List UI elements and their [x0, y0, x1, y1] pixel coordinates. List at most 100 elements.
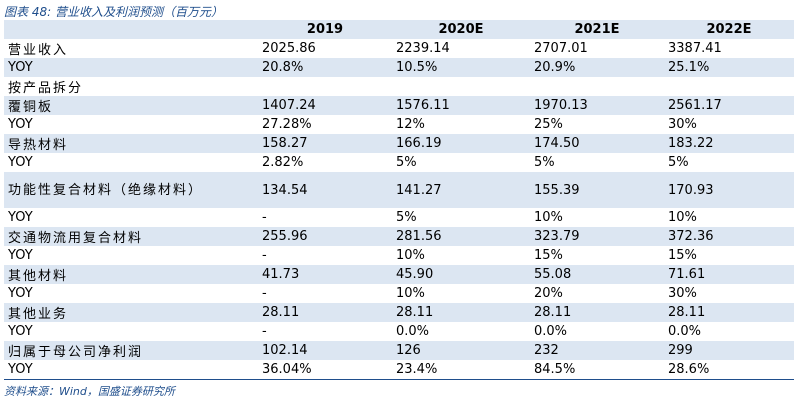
table-cell: 45.90 [392, 265, 530, 284]
table-cell: 2561.17 [664, 96, 794, 115]
table-cell: 20.8% [258, 58, 392, 77]
table-cell: 30% [668, 117, 697, 132]
table-cell: 141.27 [392, 172, 530, 208]
table-cell: 25.1% [664, 58, 794, 77]
table-cell: 299 [664, 341, 794, 360]
table-cell: 166.19 [392, 134, 530, 153]
table-cell: 232 [530, 341, 664, 360]
table-cell: 2.82% [262, 155, 304, 170]
table-cell: 0.0% [396, 324, 430, 339]
row-label: 归属于母公司净利润 [4, 341, 258, 360]
row-label: YOY [8, 248, 33, 263]
source-note: 资料来源：Wind，国盛证券研究所 [4, 385, 175, 398]
table-row: YOY 20.8% 10.5% 20.9% 25.1% [4, 58, 794, 77]
table-row: YOY - 10% 20% 30% [4, 284, 794, 303]
table-cell: 10% [396, 248, 425, 263]
row-label: 交通物流用复合材料 [4, 227, 258, 246]
row-label: 其他材料 [4, 265, 258, 284]
table-cell [664, 77, 794, 96]
table-cell: 5% [396, 155, 417, 170]
table-row: 营业收入 2025.86 2239.14 2707.01 3387.41 [4, 39, 794, 58]
table-cell: 28.11 [258, 303, 392, 322]
table-cell: 55.08 [530, 265, 664, 284]
table-cell: 27.28% [262, 117, 312, 132]
table-cell: 174.50 [530, 134, 664, 153]
row-label: YOY [8, 155, 33, 170]
table-row: 覆铜板 1407.24 1576.11 1970.13 2561.17 [4, 96, 794, 115]
header-row: 2019 2020E 2021E 2022E [4, 20, 794, 39]
table-row: 交通物流用复合材料 255.96 281.56 323.79 372.36 [4, 227, 794, 246]
table-cell: 28.6% [664, 360, 794, 380]
table-cell: 20.9% [530, 58, 664, 77]
forecast-table: 2019 2020E 2021E 2022E 营业收入 2025.86 2239… [4, 20, 794, 380]
table-cell: 25% [534, 117, 563, 132]
table-cell: 10% [668, 210, 697, 225]
table-cell: 5% [396, 210, 417, 225]
table-cell: 36.04% [258, 360, 392, 380]
table-cell: 102.14 [258, 341, 392, 360]
table-title: 图表 48: 营业收入及利润预测（百万元） [4, 5, 223, 19]
table-cell: 2025.86 [262, 41, 316, 56]
row-label: 按产品拆分 [8, 81, 84, 96]
table-cell [392, 77, 530, 96]
table-cell: 15% [534, 248, 563, 263]
table-cell: 1407.24 [258, 96, 392, 115]
table-cell: - [262, 210, 267, 225]
table-cell: - [262, 286, 267, 301]
table-cell: 30% [668, 286, 697, 301]
table-cell: 71.61 [664, 265, 794, 284]
table-cell: 183.22 [664, 134, 794, 153]
table-cell: 2707.01 [534, 41, 588, 56]
row-label: 覆铜板 [4, 96, 258, 115]
table-row: 其他业务 28.11 28.11 28.11 28.11 [4, 303, 794, 322]
table-row: 归属于母公司净利润 102.14 126 232 299 [4, 341, 794, 360]
header-cell: 2020E [392, 20, 530, 39]
table-cell: 1970.13 [530, 96, 664, 115]
table-cell: 1576.11 [392, 96, 530, 115]
row-label: 功能性复合材料（绝缘材料） [4, 172, 258, 208]
table-cell [530, 77, 664, 96]
table-cell: 10% [534, 210, 563, 225]
table-row: YOY 2.82% 5% 5% 5% [4, 153, 794, 172]
table-cell: 28.11 [664, 303, 794, 322]
table-cell: 126 [392, 341, 530, 360]
table-row: YOY - 10% 15% 15% [4, 246, 794, 265]
table-cell: 2239.14 [396, 41, 450, 56]
row-label: 营业收入 [8, 43, 69, 58]
table-row: YOY - 5% 10% 10% [4, 208, 794, 227]
row-label: YOY [4, 58, 258, 77]
row-label: 导热材料 [4, 134, 258, 153]
table-cell: 3387.41 [668, 41, 722, 56]
table-cell: 41.73 [258, 265, 392, 284]
table-cell: 10% [396, 286, 425, 301]
table-row: 导热材料 158.27 166.19 174.50 183.22 [4, 134, 794, 153]
table-cell [258, 77, 392, 96]
table-cell: 5% [534, 155, 555, 170]
table-cell: 5% [668, 155, 689, 170]
table-cell: 28.11 [392, 303, 530, 322]
header-cell: 2019 [258, 20, 392, 39]
table-cell: 158.27 [258, 134, 392, 153]
table-cell: - [262, 248, 267, 263]
table-cell: 28.11 [530, 303, 664, 322]
table-cell: 134.54 [258, 172, 392, 208]
table-cell: 281.56 [392, 227, 530, 246]
row-label: YOY [8, 286, 33, 301]
table-cell: 0.0% [668, 324, 702, 339]
row-label: YOY [8, 117, 33, 132]
header-cell: 2021E [530, 20, 664, 39]
row-label: YOY [8, 210, 33, 225]
table-cell: 155.39 [530, 172, 664, 208]
table-cell: 0.0% [534, 324, 568, 339]
table-row: 功能性复合材料（绝缘材料） 134.54 141.27 155.39 170.9… [4, 172, 794, 208]
table-cell: 323.79 [530, 227, 664, 246]
header-cell [4, 20, 258, 39]
table-cell: 372.36 [664, 227, 794, 246]
header-cell: 2022E [664, 20, 794, 39]
row-label: YOY [4, 360, 258, 380]
table-row: 其他材料 41.73 45.90 55.08 71.61 [4, 265, 794, 284]
table-cell: 10.5% [392, 58, 530, 77]
table-cell: - [262, 324, 267, 339]
table-cell: 15% [668, 248, 697, 263]
table-cell: 255.96 [258, 227, 392, 246]
